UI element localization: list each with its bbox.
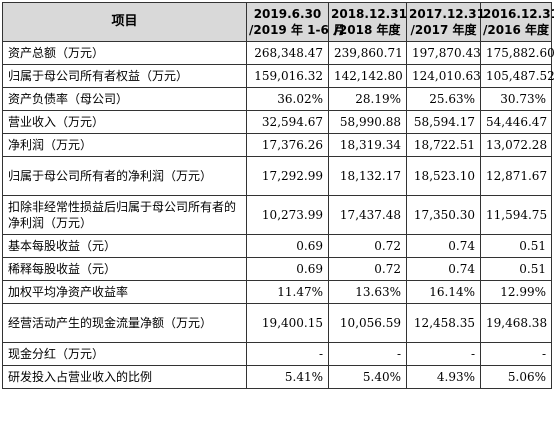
row-label: 营业收入（万元） — [2, 110, 247, 134]
period-date: 2018.12.31 — [331, 7, 407, 21]
row-label: 基本每股收益（元） — [2, 234, 247, 258]
table-cell: 0.51 — [480, 257, 552, 281]
table-cell: 5.06% — [480, 365, 552, 389]
row-label: 归属于母公司所有者的净利润（万元） — [2, 156, 247, 196]
row-label: 净利润（万元） — [2, 133, 247, 157]
table-cell: 18,722.51 — [406, 133, 481, 157]
table-cell: 197,870.43 — [406, 41, 481, 65]
table-row: 经营活动产生的现金流量净额（万元） 19,400.15 10,056.59 12… — [2, 303, 552, 343]
table-row: 研发投入占营业收入的比例 5.41% 5.40% 4.93% 5.06% — [2, 365, 552, 389]
table-cell: 0.69 — [246, 234, 329, 258]
table-cell: - — [328, 342, 407, 366]
period-date: 2019.6.30 — [253, 7, 322, 21]
table-cell: 12.99% — [480, 280, 552, 304]
table-cell: 12,458.35 — [406, 303, 481, 343]
table-cell: 32,594.67 — [246, 110, 329, 134]
period-span: /2017 年度 — [410, 23, 477, 37]
period-date: 2017.12.31 — [409, 7, 485, 21]
column-header-period: 2016.12.31 /2016 年度 — [480, 2, 554, 42]
table-cell: 5.40% — [328, 365, 407, 389]
table-cell: 11.47% — [246, 280, 329, 304]
row-label: 资产负债率（母公司） — [2, 87, 247, 111]
table-row: 营业收入（万元） 32,594.67 58,990.88 58,594.17 5… — [2, 110, 552, 134]
table-cell: 0.74 — [406, 257, 481, 281]
table-cell: 17,437.48 — [328, 195, 407, 235]
period-span: /2016 年度 — [483, 23, 549, 37]
table-cell: 11,594.75 — [480, 195, 552, 235]
table-cell: 175,882.60 — [480, 41, 554, 65]
table-cell: 16.14% — [406, 280, 481, 304]
table-cell: 0.69 — [246, 257, 329, 281]
table-cell: 0.51 — [480, 234, 552, 258]
table-row: 基本每股收益（元） 0.69 0.72 0.74 0.51 — [2, 234, 552, 258]
table-cell: 28.19% — [328, 87, 407, 111]
row-label: 加权平均净资产收益率 — [2, 280, 247, 304]
table-cell: 239,860.71 — [328, 41, 407, 65]
table-row: 资产负债率（母公司） 36.02% 28.19% 25.63% 30.73% — [2, 87, 552, 111]
financial-data-table: 项目 2019.6.30 /2019 年 1-6 月 2018.12.31 /2… — [2, 2, 554, 389]
table-cell: 17,376.26 — [246, 133, 329, 157]
table-cell: 18,319.34 — [328, 133, 407, 157]
table-cell: - — [246, 342, 329, 366]
row-label: 研发投入占营业收入的比例 — [2, 365, 247, 389]
table-cell: 17,350.30 — [406, 195, 481, 235]
table-cell: 58,594.17 — [406, 110, 481, 134]
row-label: 资产总额（万元） — [2, 41, 247, 65]
table-cell: 159,016.32 — [246, 64, 329, 88]
table-cell: - — [480, 342, 552, 366]
table-cell: 30.73% — [480, 87, 552, 111]
table-cell: 54,446.47 — [480, 110, 552, 134]
row-label: 现金分红（万元） — [2, 342, 247, 366]
table-row: 归属于母公司所有者的净利润（万元） 17,292.99 18,132.17 18… — [2, 156, 552, 196]
row-label: 扣除非经常性损益后归属于母公司所有者的净利润（万元） — [2, 195, 247, 235]
table-cell: 17,292.99 — [246, 156, 329, 196]
row-label: 稀释每股收益（元） — [2, 257, 247, 281]
table-cell: 18,523.10 — [406, 156, 481, 196]
table-row: 现金分红（万元） - - - - — [2, 342, 552, 366]
period-span: /2019 年 1-6 月 — [249, 23, 345, 37]
table-cell: 36.02% — [246, 87, 329, 111]
table-cell: 105,487.52 — [480, 64, 554, 88]
column-header-item: 项目 — [2, 2, 247, 42]
period-date: 2016.12.31 — [483, 7, 554, 21]
row-label: 经营活动产生的现金流量净额（万元） — [2, 303, 247, 343]
table-cell: - — [406, 342, 481, 366]
table-cell: 124,010.63 — [406, 64, 481, 88]
table-row: 扣除非经常性损益后归属于母公司所有者的净利润（万元） 10,273.99 17,… — [2, 195, 552, 235]
table-cell: 0.72 — [328, 257, 407, 281]
table-row: 净利润（万元） 17,376.26 18,319.34 18,722.51 13… — [2, 133, 552, 157]
row-label: 归属于母公司所有者权益（万元） — [2, 64, 247, 88]
table-cell: 12,871.67 — [480, 156, 552, 196]
column-header-period: 2018.12.31 /2018 年度 — [328, 2, 407, 42]
table-cell: 19,400.15 — [246, 303, 329, 343]
table-header-row: 项目 2019.6.30 /2019 年 1-6 月 2018.12.31 /2… — [2, 2, 554, 42]
table-cell: 4.93% — [406, 365, 481, 389]
table-cell: 19,468.38 — [480, 303, 552, 343]
table-cell: 10,273.99 — [246, 195, 329, 235]
table-cell: 142,142.80 — [328, 64, 407, 88]
table-row: 加权平均净资产收益率 11.47% 13.63% 16.14% 12.99% — [2, 280, 552, 304]
column-header-period: 2019.6.30 /2019 年 1-6 月 — [246, 2, 345, 42]
table-cell: 13.63% — [328, 280, 407, 304]
table-cell: 0.72 — [328, 234, 407, 258]
table-cell: 5.41% — [246, 365, 329, 389]
table-cell: 0.74 — [406, 234, 481, 258]
table-cell: 25.63% — [406, 87, 481, 111]
table-cell: 13,072.28 — [480, 133, 552, 157]
table-row: 资产总额（万元） 268,348.47 239,860.71 197,870.4… — [2, 41, 554, 65]
period-span: /2018 年度 — [334, 23, 401, 37]
table-cell: 268,348.47 — [246, 41, 329, 65]
table-cell: 10,056.59 — [328, 303, 407, 343]
table-row: 归属于母公司所有者权益（万元） 159,016.32 142,142.80 12… — [2, 64, 554, 88]
column-header-period: 2017.12.31 /2017 年度 — [406, 2, 485, 42]
table-row: 稀释每股收益（元） 0.69 0.72 0.74 0.51 — [2, 257, 552, 281]
table-cell: 18,132.17 — [328, 156, 407, 196]
table-cell: 58,990.88 — [328, 110, 407, 134]
